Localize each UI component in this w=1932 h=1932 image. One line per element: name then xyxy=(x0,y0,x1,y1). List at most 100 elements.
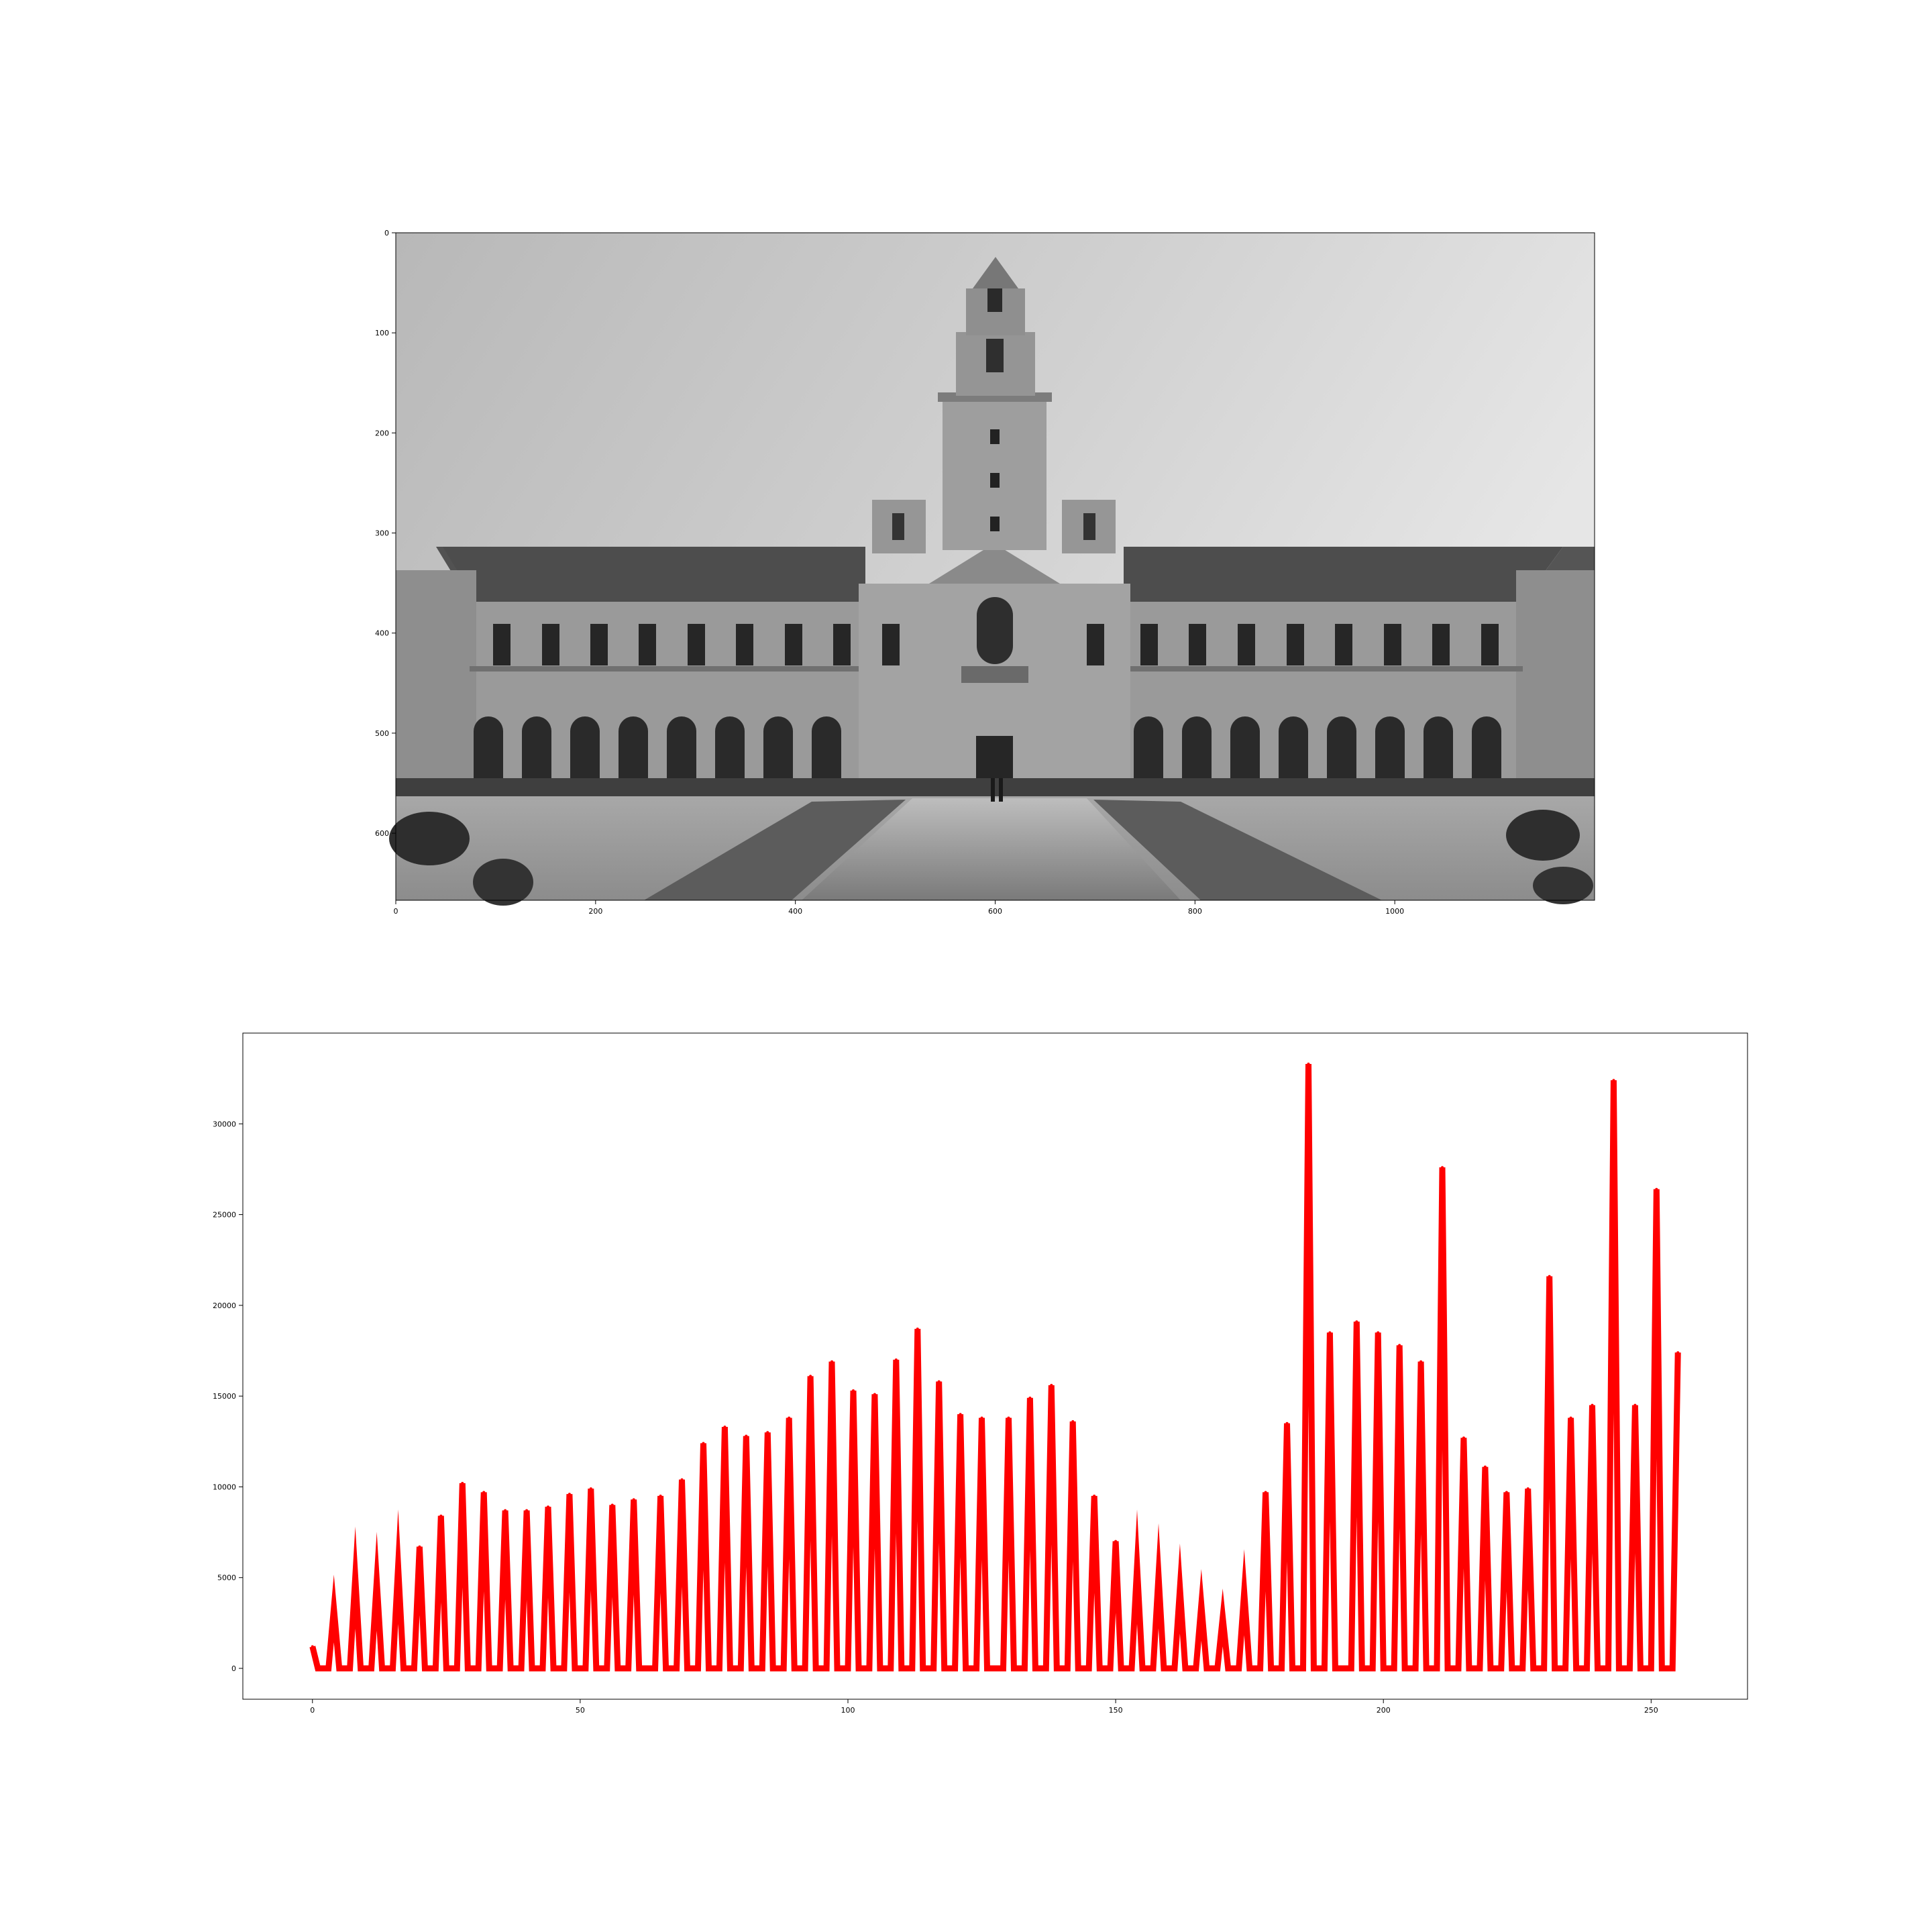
pedestrian-2 xyxy=(999,778,1003,802)
data-point xyxy=(396,1565,400,1568)
facade-window xyxy=(1432,624,1450,665)
facade-window xyxy=(1335,624,1352,665)
peak-marks xyxy=(311,1062,1680,1648)
data-point xyxy=(568,1493,571,1496)
data-point xyxy=(1136,1565,1139,1568)
roof-right-main xyxy=(1124,547,1563,602)
data-point xyxy=(809,1375,812,1378)
data-point xyxy=(1071,1420,1075,1424)
data-point xyxy=(1221,1616,1224,1619)
image-y-tick-label: 0 xyxy=(384,229,389,237)
data-point xyxy=(1483,1465,1487,1468)
data-point xyxy=(1462,1436,1465,1440)
data-point xyxy=(311,1645,314,1648)
hedge xyxy=(396,778,1595,798)
data-point xyxy=(354,1576,357,1579)
data-point xyxy=(1633,1403,1637,1407)
data-point xyxy=(873,1393,876,1396)
arcade-arch xyxy=(715,716,745,778)
data-point xyxy=(1007,1416,1010,1419)
x-tick-label: 200 xyxy=(1377,1706,1391,1715)
arcade-arch xyxy=(474,716,503,778)
wing-left xyxy=(396,570,476,796)
data-point xyxy=(1591,1403,1594,1407)
image-x-tick-label: 1000 xyxy=(1385,907,1404,916)
facade-window xyxy=(1238,624,1255,665)
data-point xyxy=(418,1545,421,1548)
facade-window xyxy=(1481,624,1499,665)
data-point xyxy=(980,1416,983,1419)
arcade-arch xyxy=(1134,716,1163,778)
data-point xyxy=(632,1498,635,1501)
image-y-tick-label: 400 xyxy=(375,629,389,638)
shrubs-right xyxy=(1093,800,1382,900)
bush-right-2 xyxy=(1533,867,1593,904)
facade-window xyxy=(639,624,656,665)
turret-right-window xyxy=(1083,513,1095,540)
roof-left-main xyxy=(443,547,865,602)
data-point xyxy=(1355,1320,1358,1324)
data-point xyxy=(937,1380,941,1383)
data-point xyxy=(610,1503,614,1507)
data-point xyxy=(723,1426,727,1429)
data-point xyxy=(1441,1166,1444,1169)
central-window xyxy=(977,597,1013,664)
data-point xyxy=(375,1580,378,1583)
pediment xyxy=(929,543,1060,584)
data-point xyxy=(1050,1383,1053,1387)
tower-upper-window xyxy=(987,288,1002,312)
data-point xyxy=(1028,1396,1032,1399)
belfry-window xyxy=(986,339,1004,372)
upper-windows xyxy=(493,624,1499,665)
data-point xyxy=(589,1487,592,1491)
chart-y-ticks: 0 5000 10000 15000 20000 25000 30000 xyxy=(213,1120,243,1673)
data-point xyxy=(332,1607,335,1610)
data-point xyxy=(1377,1331,1380,1334)
facade-window xyxy=(688,624,705,665)
image-y-tick-label: 100 xyxy=(375,329,389,337)
image-x-tick-label: 400 xyxy=(788,907,802,916)
chart-frame xyxy=(242,1032,1748,1700)
image-x-tick-label: 800 xyxy=(1188,907,1202,916)
data-point xyxy=(1328,1331,1332,1334)
data-point xyxy=(482,1491,486,1494)
tower-dome xyxy=(973,257,1018,288)
data-point xyxy=(894,1358,898,1362)
data-point xyxy=(1242,1591,1246,1594)
bush-left-2 xyxy=(473,859,533,906)
arcade-arch xyxy=(667,716,696,778)
bush-left xyxy=(389,812,470,865)
arcade-arch xyxy=(570,716,600,778)
data-point xyxy=(1199,1603,1203,1607)
building-photo xyxy=(389,233,1595,906)
arcade-arch xyxy=(812,716,841,778)
arcade xyxy=(474,716,1501,778)
arcade-arch xyxy=(763,716,793,778)
wing-right xyxy=(1516,570,1595,796)
data-point xyxy=(766,1431,769,1434)
image-x-tick-label: 600 xyxy=(988,907,1002,916)
data-point xyxy=(788,1416,791,1419)
facade-window xyxy=(1140,624,1158,665)
arcade-arch xyxy=(1424,716,1453,778)
data-point xyxy=(916,1328,919,1331)
image-x-tick-label: 200 xyxy=(588,907,602,916)
arcade-arch xyxy=(1327,716,1356,778)
y-tick-label: 10000 xyxy=(213,1483,236,1491)
tower-slit-1 xyxy=(990,429,1000,444)
y-tick-label: 30000 xyxy=(213,1120,236,1128)
data-point xyxy=(702,1442,705,1445)
image-x-tick-label: 0 xyxy=(394,907,398,916)
arcade-arch xyxy=(1230,716,1260,778)
data-point xyxy=(1505,1491,1508,1494)
pedestrian-1 xyxy=(991,778,995,802)
data-point xyxy=(1178,1587,1181,1590)
data-point xyxy=(680,1478,684,1481)
chart-x-ticks: 0 50 100 150 200 250 xyxy=(310,1699,1658,1715)
turret-left-window xyxy=(892,513,904,540)
arcade-arch xyxy=(1182,716,1212,778)
data-point xyxy=(1548,1275,1551,1278)
facade-window xyxy=(1287,624,1304,665)
data-point xyxy=(1655,1187,1658,1191)
data-point xyxy=(461,1482,464,1485)
